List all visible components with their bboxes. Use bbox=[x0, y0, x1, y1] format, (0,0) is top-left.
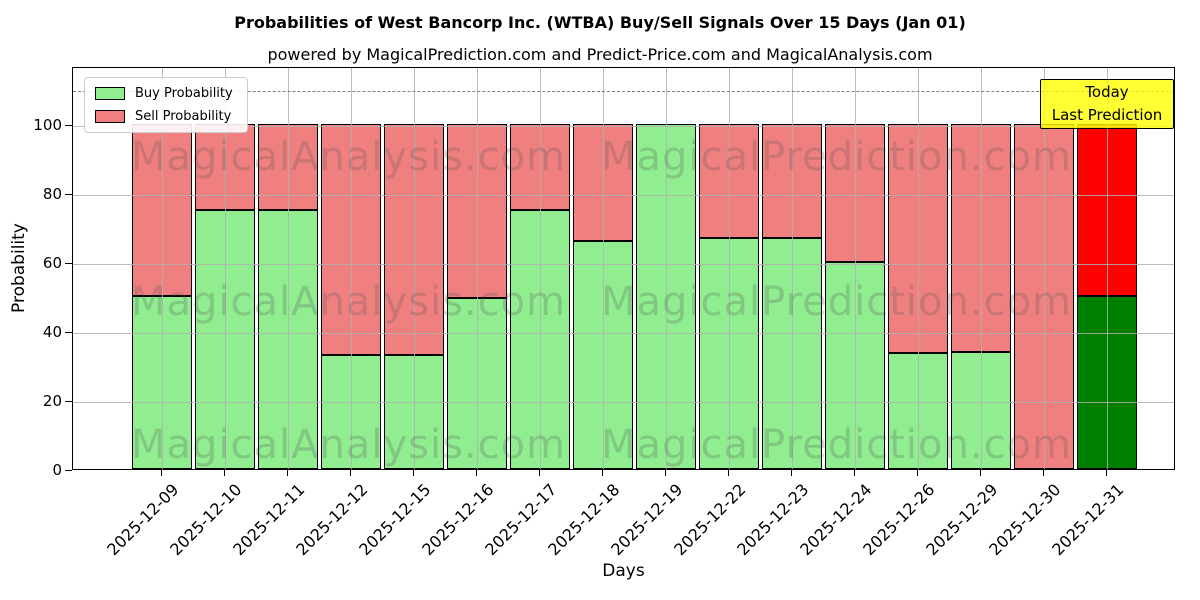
vertical-gridline bbox=[477, 68, 478, 469]
x-tick-mark bbox=[476, 470, 477, 476]
legend-item-buy: Buy Probability bbox=[95, 86, 233, 101]
vertical-gridline bbox=[162, 68, 163, 469]
watermark-text: MagicalAnalysis.com bbox=[131, 279, 567, 325]
chart-title: Probabilities of West Bancorp Inc. (WTBA… bbox=[234, 13, 966, 32]
vertical-gridline bbox=[414, 68, 415, 469]
vertical-gridline bbox=[981, 68, 982, 469]
y-tick-label: 60 bbox=[42, 254, 62, 272]
y-tick-label: 20 bbox=[42, 392, 62, 410]
watermark-text: MagicalPrediction.com bbox=[601, 134, 1072, 180]
y-tick-mark bbox=[65, 470, 72, 471]
vertical-gridline bbox=[225, 68, 226, 469]
horizontal-gridline bbox=[73, 195, 1174, 196]
legend-swatch-sell bbox=[95, 110, 125, 123]
today-annotation: Today Last Prediction bbox=[1040, 79, 1174, 129]
x-tick-mark bbox=[665, 470, 666, 476]
vertical-gridline bbox=[729, 68, 730, 469]
vertical-gridline bbox=[666, 68, 667, 469]
y-tick-mark bbox=[65, 125, 72, 126]
vertical-gridline bbox=[351, 68, 352, 469]
x-tick-mark bbox=[791, 470, 792, 476]
horizontal-gridline bbox=[73, 126, 1174, 127]
vertical-gridline bbox=[918, 68, 919, 469]
x-tick-mark bbox=[980, 470, 981, 476]
legend-item-sell: Sell Probability bbox=[95, 109, 233, 124]
legend-label-sell: Sell Probability bbox=[135, 109, 232, 124]
y-tick-mark bbox=[65, 263, 72, 264]
legend: Buy Probability Sell Probability bbox=[84, 77, 248, 133]
legend-label-buy: Buy Probability bbox=[135, 86, 233, 101]
vertical-gridline bbox=[1044, 68, 1045, 469]
grid-layer bbox=[73, 68, 1174, 469]
x-tick-mark bbox=[728, 470, 729, 476]
x-axis-label: Days bbox=[602, 561, 645, 581]
x-tick-mark bbox=[854, 470, 855, 476]
x-tick-mark bbox=[602, 470, 603, 476]
x-tick-mark bbox=[413, 470, 414, 476]
horizontal-gridline bbox=[73, 333, 1174, 334]
y-tick-label: 100 bbox=[33, 116, 62, 134]
watermark-text: MagicalAnalysis.com bbox=[131, 422, 567, 468]
vertical-gridline bbox=[855, 68, 856, 469]
vertical-gridline bbox=[792, 68, 793, 469]
y-tick-mark bbox=[65, 401, 72, 402]
plot-area: MagicalAnalysis.com MagicalPrediction.com… bbox=[72, 67, 1175, 470]
watermark-text: MagicalPrediction.com bbox=[601, 422, 1072, 468]
watermark-text: MagicalPrediction.com bbox=[601, 279, 1072, 325]
chart-subtitle: powered by MagicalPrediction.com and Pre… bbox=[267, 45, 933, 64]
x-tick-mark bbox=[161, 470, 162, 476]
y-tick-label: 80 bbox=[42, 185, 62, 203]
watermark-text: MagicalAnalysis.com bbox=[131, 134, 567, 180]
today-annotation-line1: Today bbox=[1085, 83, 1129, 101]
vertical-gridline bbox=[1107, 68, 1108, 469]
horizontal-gridline bbox=[73, 264, 1174, 265]
vertical-gridline bbox=[540, 68, 541, 469]
x-tick-mark bbox=[539, 470, 540, 476]
horizontal-gridline bbox=[73, 402, 1174, 403]
dashed-threshold-line bbox=[73, 91, 1174, 92]
legend-swatch-buy bbox=[95, 87, 125, 100]
x-tick-mark bbox=[287, 470, 288, 476]
y-tick-mark bbox=[65, 332, 72, 333]
x-tick-mark bbox=[224, 470, 225, 476]
vertical-gridline bbox=[288, 68, 289, 469]
y-tick-label: 40 bbox=[42, 323, 62, 341]
y-tick-label: 0 bbox=[52, 461, 62, 479]
y-tick-mark bbox=[65, 194, 72, 195]
x-tick-mark bbox=[1106, 470, 1107, 476]
x-tick-mark bbox=[1043, 470, 1044, 476]
today-annotation-line2: Last Prediction bbox=[1051, 105, 1163, 124]
watermark-layer: MagicalAnalysis.com MagicalPrediction.com… bbox=[73, 68, 1174, 469]
x-tick-mark bbox=[350, 470, 351, 476]
x-tick-mark bbox=[917, 470, 918, 476]
vertical-gridline bbox=[603, 68, 604, 469]
